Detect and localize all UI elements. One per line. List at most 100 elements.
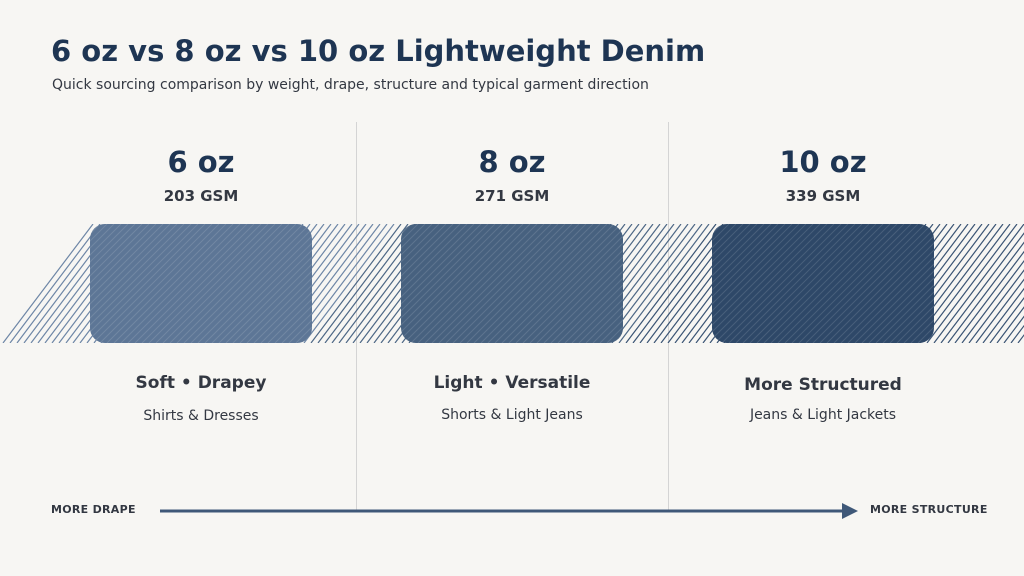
- hatch-line: [618, 224, 710, 343]
- swatch-texture-line: [564, 224, 623, 343]
- swatch-texture-line: [515, 224, 623, 343]
- swatch-texture-line: [211, 224, 312, 343]
- swatch-texture-line: [847, 224, 934, 343]
- hatch-line: [0, 224, 17, 343]
- swatch-texture-line: [90, 224, 185, 343]
- swatch-texture-line: [550, 224, 623, 343]
- swatch-texture-line: [529, 224, 623, 343]
- swatch-texture-line: [410, 224, 531, 343]
- swatch-texture-line: [473, 224, 594, 343]
- hatch-line: [0, 224, 59, 343]
- swatch-texture-line: [90, 224, 192, 343]
- hatch-line: [0, 224, 52, 343]
- swatch-texture-line: [148, 224, 269, 343]
- hatch-line: [982, 224, 1024, 343]
- swatch-texture-line: [401, 224, 489, 343]
- swatch-texture-line: [239, 224, 312, 343]
- hatch-line: [933, 224, 1024, 343]
- swatch-texture-line: [90, 224, 206, 343]
- swatch-texture-line: [777, 224, 898, 343]
- hatch-line: [0, 224, 30, 343]
- arrow-head-icon: [842, 503, 858, 519]
- hatch-line: [0, 224, 80, 343]
- hatch-line: [0, 224, 37, 343]
- characteristics-label: Light • Versatile: [433, 373, 591, 393]
- swatch-texture-line: [798, 224, 919, 343]
- swatch-texture-line: [253, 224, 312, 343]
- swatch-texture-line: [134, 224, 255, 343]
- swatch-texture-line: [896, 224, 934, 343]
- swatch-texture-line: [712, 224, 765, 343]
- swatch-texture-line: [424, 224, 545, 343]
- swatch-texture-line: [756, 224, 877, 343]
- swatch-texture-line: [417, 224, 538, 343]
- swatch-texture-line: [712, 224, 793, 343]
- swatch-texture-line: [812, 224, 933, 343]
- swatch-texture-line: [169, 224, 290, 343]
- swatch-texture-line: [90, 224, 115, 343]
- hatch-line: [632, 224, 724, 343]
- swatch-texture-line: [712, 224, 730, 343]
- hatch-line: [0, 224, 9, 343]
- scale-left-label: MORE DRAPE: [51, 503, 136, 516]
- swatch-texture-line: [585, 224, 623, 343]
- swatch-texture-line: [487, 224, 608, 343]
- swatch-texture-line: [190, 224, 311, 343]
- swatch-texture-line: [127, 224, 248, 343]
- column-divider: [668, 122, 669, 510]
- swatch-texture-line: [861, 224, 934, 343]
- swatch-texture-line: [784, 224, 905, 343]
- hatch-line: [0, 224, 72, 343]
- hatch-line: [0, 224, 37, 343]
- hatch-line: [324, 224, 416, 343]
- swatch-texture-line: [90, 224, 101, 343]
- swatch-texture-line: [90, 224, 136, 343]
- swatch-texture-line: [712, 224, 772, 343]
- uses-label: Shorts & Light Jeans: [441, 407, 583, 423]
- swatch-texture-line: [840, 224, 934, 343]
- hatch-line: [0, 224, 72, 343]
- swatch-texture-line: [712, 224, 786, 343]
- swatch-texture-line: [735, 224, 856, 343]
- swatch-texture-line: [176, 224, 297, 343]
- hatch-line: [0, 224, 51, 343]
- swatch-texture-line: [274, 224, 312, 343]
- swatch-texture: [401, 224, 623, 343]
- swatch-texture-line: [90, 224, 164, 343]
- swatch-texture-line: [721, 224, 842, 343]
- swatch-texture-line: [90, 224, 122, 343]
- swatch-texture-line: [232, 224, 312, 343]
- swatch-texture-line: [875, 224, 934, 343]
- swatch-6oz: [90, 224, 312, 343]
- hatch-line: [0, 224, 3, 343]
- hatch-line: [0, 224, 16, 343]
- hatch-line: [919, 224, 1011, 343]
- swatch-8oz: [401, 224, 623, 343]
- swatch-texture-line: [508, 224, 623, 343]
- swatch-texture-line: [403, 224, 524, 343]
- swatch-texture-line: [204, 224, 312, 343]
- swatch-texture-line: [401, 224, 475, 343]
- swatch-texture-line: [120, 224, 241, 343]
- swatch-texture-line: [459, 224, 580, 343]
- swatch-texture-line: [401, 224, 517, 343]
- swatch-texture-line: [113, 224, 234, 343]
- swatch-texture-line: [401, 224, 440, 343]
- characteristics-label: Soft • Drapey: [135, 373, 267, 393]
- hatch-line: [9, 224, 101, 343]
- hatch-line: [303, 224, 395, 343]
- hatch-line: [989, 224, 1024, 343]
- swatch-texture-line: [791, 224, 912, 343]
- swatch-texture-line: [401, 224, 433, 343]
- uses-label: Jeans & Light Jackets: [749, 407, 897, 423]
- swatch-texture-line: [494, 224, 615, 343]
- hatch-line: [996, 224, 1024, 343]
- swatch-texture-line: [712, 224, 758, 343]
- hatch-line: [0, 224, 9, 343]
- swatch-texture-line: [99, 224, 220, 343]
- hatch-line: [975, 224, 1024, 343]
- swatch-texture-line: [162, 224, 283, 343]
- hatch-line: [0, 224, 2, 343]
- swatch-texture-line: [401, 224, 454, 343]
- hatch-line: [0, 224, 38, 343]
